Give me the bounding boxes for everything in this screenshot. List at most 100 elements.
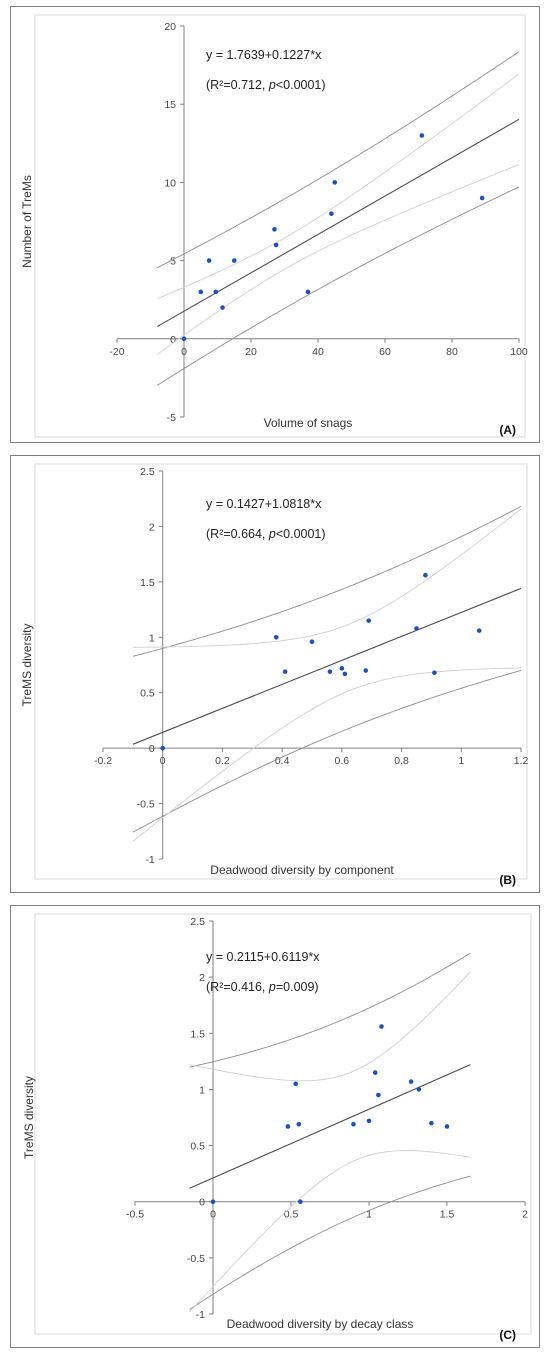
chart-a-equation: y = 1.7639+0.1227*x xyxy=(206,48,322,62)
chart-a-data-point xyxy=(419,133,425,138)
chart-c-regression-line xyxy=(189,1064,471,1189)
chart-b-x-tick-label: 0.8 xyxy=(394,755,409,767)
chart-a-y-axis-title: Number of TreMs xyxy=(20,175,34,268)
chart-b-data-point xyxy=(339,666,345,671)
chart-a-data-point xyxy=(305,289,311,295)
chart-a-y-tick-label: 15 xyxy=(164,99,176,111)
chart-b-x-tick-label: -0.2 xyxy=(94,755,112,767)
chart-b-regression-line xyxy=(132,587,522,745)
chart-b-x-tick-label: 0.6 xyxy=(335,755,350,767)
chart-c-data-point xyxy=(379,1024,384,1029)
chart-b-data-point xyxy=(432,670,437,676)
chart-a-data-point xyxy=(206,258,212,263)
chart-c-y-axis-title: TreMS diversity xyxy=(22,1076,36,1159)
chart-b-x-tick-label: 0.2 xyxy=(215,755,230,767)
chart-c-y-tick-label: -1 xyxy=(196,1309,205,1321)
chart-a-y-tick-label: 10 xyxy=(164,177,176,189)
chart-a-data-point xyxy=(220,305,225,310)
chart-b-data-point xyxy=(273,634,279,640)
chart-a-x-tick-label: 60 xyxy=(379,346,391,358)
chart-a-data-point xyxy=(213,289,219,295)
chart-a-data-point xyxy=(273,242,279,248)
scatter-plot-a: -20 0 20 40 60 80 100 -5 0 5 10 15 20 y = 1.7639+0.12… xyxy=(20,14,528,438)
chart-b-y-tick-label: 2.5 xyxy=(140,466,155,478)
chart-a-x-axis-title: Volume of snags xyxy=(264,416,353,430)
chart-b-confidence-upper xyxy=(132,508,522,648)
chart-a-x-tick-label: -20 xyxy=(109,346,124,358)
chart-a-regression-line xyxy=(156,118,520,328)
chart-c-x-tick-label: 1 xyxy=(366,1209,372,1221)
chart-a-data-point xyxy=(198,289,204,295)
chart-a-panel-label: (A) xyxy=(499,423,516,437)
chart-b-equation: y = 0.1427+1.0818*x xyxy=(206,497,322,511)
chart-c-data-point xyxy=(296,1121,302,1127)
chart-a-y-tick-label: 0 xyxy=(170,334,176,346)
chart-c-confidence-lower xyxy=(189,1150,471,1313)
chart-a-x-tick-label: 40 xyxy=(312,346,324,358)
chart-a-y-tick-label: 5 xyxy=(170,256,176,268)
chart-a-prediction-upper xyxy=(156,51,520,269)
chart-b-prediction-upper xyxy=(132,505,522,657)
chart-b-x-axis-title: Deadwood diversity by component xyxy=(210,863,394,877)
chart-b-y-tick-label: 2 xyxy=(149,521,155,533)
chart-c-data-point xyxy=(285,1124,291,1129)
chart-c-y-tick-label: 2 xyxy=(199,972,205,984)
chart-b-data-point xyxy=(476,628,482,633)
chart-b-y-tick-label: 0.5 xyxy=(140,688,155,700)
chart-c-equation: y = 0.2115+0.6119*x xyxy=(206,950,320,964)
scatter-plot-b: -0.2 0 0.2 0.4 0.6 0.8 1 1.2 -1 -0.5 0 0.5 1 1.5 2 2.5 y… xyxy=(20,463,529,887)
chart-c-data-point xyxy=(210,1199,216,1205)
chart-a-x-tick-label: 0 xyxy=(181,346,187,358)
chart-a-confidence-lower xyxy=(156,164,520,355)
chart-c-data-point xyxy=(372,1070,378,1075)
chart-b-data-point xyxy=(327,669,333,674)
chart-b-x-tick-label: 0 xyxy=(160,755,166,767)
chart-a-y-tick-label: 20 xyxy=(164,21,176,33)
chart-b-data-point xyxy=(363,668,369,673)
chart-a-x-tick-label: 100 xyxy=(510,346,528,358)
chart-c-x-tick-label: -0.5 xyxy=(126,1209,144,1221)
chart-panel-a: -20 0 20 40 60 80 100 -5 0 5 10 15 20 y = 1.7639+0.12… xyxy=(10,6,540,443)
chart-c-data-point xyxy=(351,1121,356,1127)
chart-c-stats: (R²=0.416, p=0.009) xyxy=(206,980,319,994)
chart-c-y-tick-label: 0 xyxy=(199,1197,205,1209)
chart-a-y-tick-label: -5 xyxy=(167,412,176,424)
chart-a-x-tick-label: 80 xyxy=(446,346,458,358)
chart-b-data-point xyxy=(414,626,419,631)
chart-c-y-tick-label: -0.5 xyxy=(187,1253,205,1265)
chart-a-prediction-lower xyxy=(156,186,520,386)
chart-c-x-tick-label: 2 xyxy=(522,1209,528,1221)
chart-c-prediction-upper xyxy=(189,952,471,1068)
chart-a-confidence-upper xyxy=(157,73,520,300)
chart-a-data-point xyxy=(231,258,237,263)
chart-a-data-point xyxy=(329,211,334,216)
chart-c-y-tick-label: 1.5 xyxy=(190,1028,205,1040)
chart-c-data-point xyxy=(408,1079,414,1084)
chart-b-data-point xyxy=(309,639,315,645)
chart-c-panel-label: (C) xyxy=(499,1328,516,1342)
chart-a-data-point xyxy=(181,336,187,342)
chart-c-data-point xyxy=(376,1092,381,1098)
chart-b-y-axis-title: TreMS diversity xyxy=(20,624,34,707)
chart-b-data-point xyxy=(366,618,372,623)
chart-b-y-tick-label: 1 xyxy=(149,632,155,644)
chart-c-x-tick-label: 0 xyxy=(210,1209,216,1221)
chart-a-plot-area xyxy=(34,14,526,438)
scatter-plot-c: -0.5 0 0.5 1 1.5 2 -1 -0.5 0 0.5 1 1.5 2 2.5 y = 0.211… xyxy=(22,913,532,1342)
chart-a-data-point xyxy=(272,227,277,232)
chart-b-prediction-lower xyxy=(132,670,522,833)
chart-a-x-tick-label: 20 xyxy=(245,346,257,358)
chart-c-y-tick-label: 0.5 xyxy=(190,1141,205,1153)
chart-c-data-point xyxy=(298,1199,303,1205)
chart-c-x-tick-label: 0.5 xyxy=(284,1209,299,1221)
chart-b-x-tick-label: 1.2 xyxy=(514,755,529,767)
chart-c-x-axis-title: Deadwood diversity by decay class xyxy=(227,1317,414,1331)
chart-a-data-point xyxy=(332,180,338,185)
chart-b-data-point xyxy=(160,745,166,751)
chart-b-panel-label: (B) xyxy=(499,873,516,887)
chart-c-data-point xyxy=(293,1081,298,1087)
chart-a-stats: (R²=0.712, p<0.0001) xyxy=(206,78,326,92)
chart-c-data-point xyxy=(416,1087,422,1092)
chart-c-data-point xyxy=(444,1124,450,1129)
chart-panel-c: -0.5 0 0.5 1 1.5 2 -1 -0.5 0 0.5 1 1.5 2 2.5 y = 0.211… xyxy=(10,905,540,1348)
